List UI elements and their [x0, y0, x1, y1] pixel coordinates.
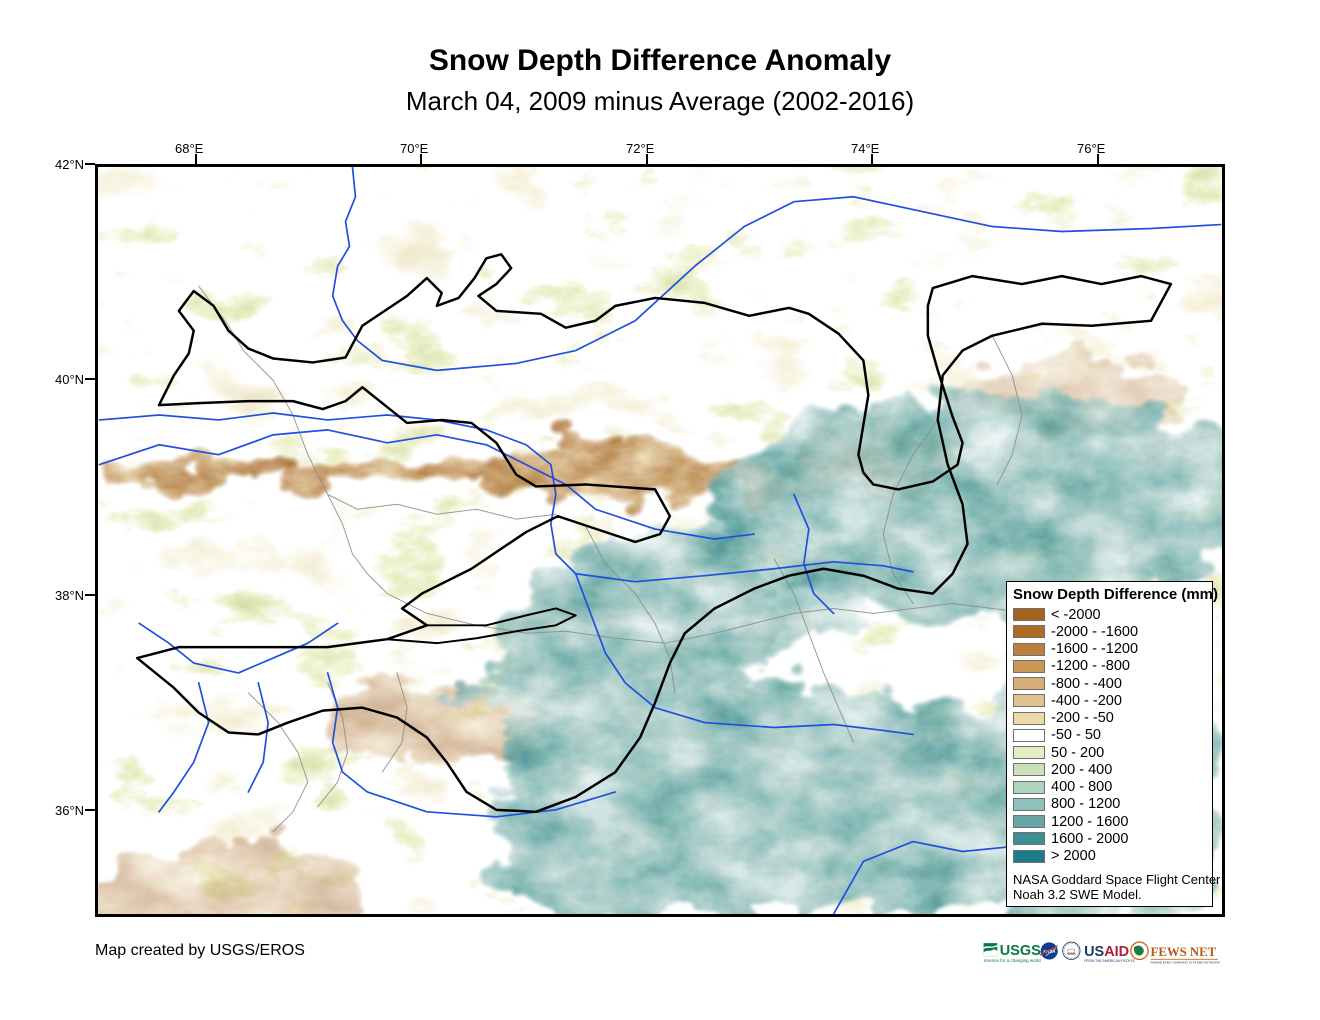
- svg-text:FAMINE EARLY WARNING SYSTEMS N: FAMINE EARLY WARNING SYSTEMS NETWORK: [1151, 961, 1220, 964]
- svg-text:FROM THE AMERICAN PEOPLE: FROM THE AMERICAN PEOPLE: [1084, 959, 1136, 963]
- svg-text:USAID: USAID: [1084, 944, 1129, 960]
- svg-text:USGS: USGS: [1000, 943, 1041, 959]
- svg-text:science for a changing world: science for a changing world: [984, 958, 1042, 963]
- svg-text:FEWS NET: FEWS NET: [1151, 945, 1217, 959]
